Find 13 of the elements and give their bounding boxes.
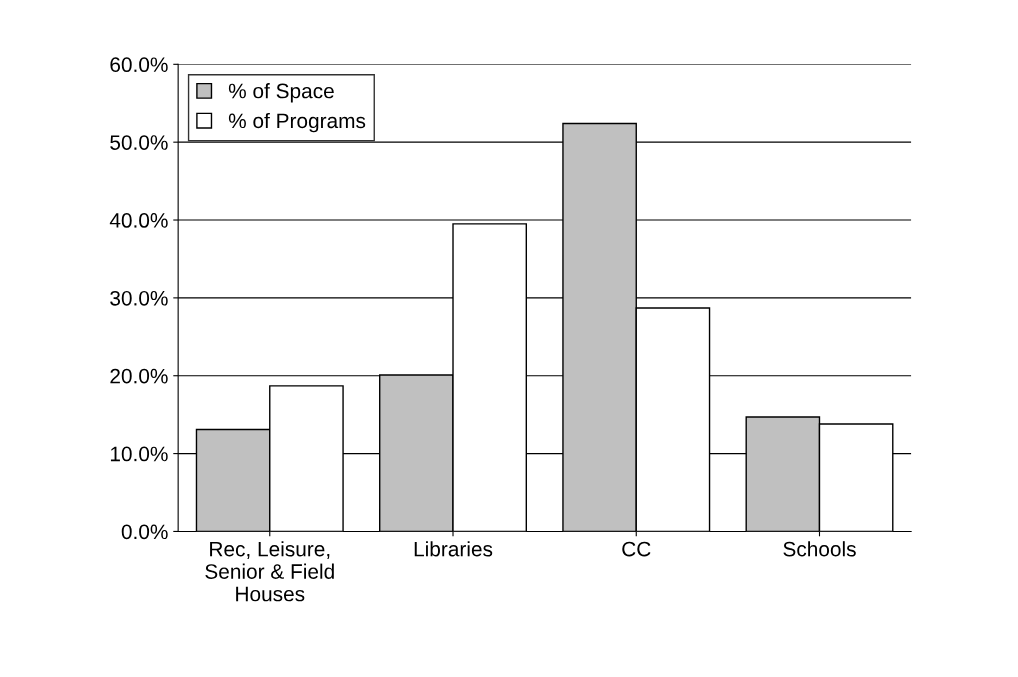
y-tick-label: 10.0% (110, 446, 168, 462)
y-tick-label: 40.0% (109, 213, 168, 228)
legend-label: % of Space (228, 83, 334, 103)
x-tick-label: Schools (783, 541, 856, 557)
x-tick-label: CC (622, 541, 651, 557)
y-tick-label: 50.0% (110, 135, 168, 150)
y-tick-label: 0.0% (121, 524, 168, 540)
legend-label: % of Programs (228, 112, 366, 133)
y-tick-label: 60.0% (110, 57, 168, 73)
x-tick-label: Libraries (414, 541, 493, 557)
x-tick-label: Rec, Leisure, Senior & Field Houses (205, 541, 334, 602)
y-tick-label: 20.0% (110, 368, 168, 384)
y-tick-label: 30.0% (110, 290, 168, 306)
